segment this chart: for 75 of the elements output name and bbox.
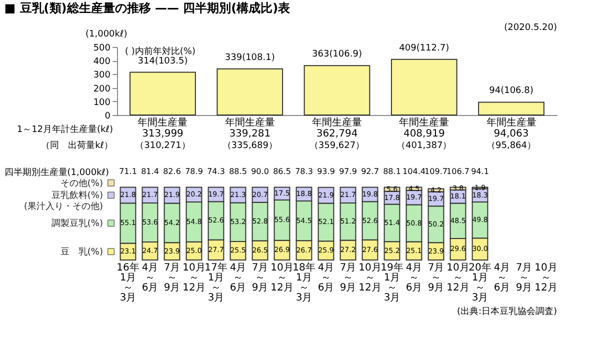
text: 78.3 bbox=[295, 167, 313, 176]
text: 106.7 bbox=[446, 167, 470, 176]
x-tick-label: 4月～6月 bbox=[318, 262, 334, 294]
bar bbox=[216, 68, 284, 116]
text: 93.9 bbox=[317, 167, 335, 176]
x-tick-label: 17年1月～3月 bbox=[204, 262, 228, 304]
data-label: 409(112.7) bbox=[399, 43, 450, 54]
x-tick-label: 7月～9月 bbox=[164, 262, 180, 294]
y-axis-title: (1,000kℓ) bbox=[86, 30, 128, 40]
text: 四半期別生産量(1,000kℓ) bbox=[4, 167, 109, 178]
text: 94.1 bbox=[471, 167, 489, 176]
bar bbox=[478, 102, 544, 116]
bar bbox=[130, 72, 196, 116]
x-tick-label: 7月～9月 bbox=[516, 262, 532, 294]
legend-label: 調製豆乳(%) bbox=[51, 218, 103, 230]
text: 109.7 bbox=[424, 167, 448, 176]
text: 97.9 bbox=[339, 167, 357, 176]
x-tick-label: 10月～12月 bbox=[358, 262, 382, 294]
legend-label: 豆 乳(%) bbox=[60, 246, 103, 258]
legend-label: その他(%) bbox=[60, 178, 103, 189]
annotation: ( )内前年対比(%) bbox=[125, 46, 196, 57]
x-tick-label: 10月～12月 bbox=[270, 262, 294, 294]
text: (出典:日本豆乳協会調査) bbox=[456, 306, 557, 317]
y-tick-label: 100 bbox=[93, 98, 111, 108]
x-tick-label: 20年1月～3月 bbox=[468, 262, 492, 304]
x-tick-label: 10月～12月 bbox=[534, 262, 558, 294]
text: 86.5 bbox=[273, 167, 291, 176]
text: 71.1 bbox=[119, 167, 137, 176]
chart-title: ■ 豆乳(類)総生産量の推移 —— 四半期別(構成比)表 bbox=[4, 1, 292, 15]
text: 88.1 bbox=[383, 167, 401, 176]
legend-label: 豆乳飲料(%) (果汁入り・その他) bbox=[24, 190, 103, 212]
x-tick-label: 19年1月～3月 bbox=[380, 262, 404, 304]
text: （335,689） bbox=[222, 141, 278, 151]
text: （同 出荷量kℓ） bbox=[41, 140, 113, 151]
text: （401,387） bbox=[396, 141, 452, 151]
y-tick-label: 200 bbox=[93, 84, 111, 94]
text: (2020.5.20) bbox=[504, 23, 557, 33]
x-tick-label: 4月～6月 bbox=[230, 262, 246, 294]
text: 82.6 bbox=[163, 167, 181, 176]
text: 1～12月年計生産量(kℓ) bbox=[16, 124, 113, 135]
x-tick-label: 4月～6月 bbox=[494, 262, 510, 294]
bar bbox=[304, 65, 370, 116]
text: 92.7 bbox=[361, 167, 379, 176]
text: （95,864） bbox=[486, 141, 536, 151]
x-tick-label: 4月～6月 bbox=[142, 262, 158, 294]
x-tick-label: 18年1月～3月 bbox=[292, 262, 316, 304]
data-label: 314(103.5) bbox=[138, 56, 188, 66]
text: 81.4 bbox=[141, 167, 159, 176]
text: 88.5 bbox=[229, 167, 247, 176]
data-label: 94(106.8) bbox=[489, 86, 534, 96]
x-tick-label: 年間生産量 339,281 bbox=[224, 116, 275, 140]
text: （359,627） bbox=[309, 141, 365, 151]
data-label: 363(106.9) bbox=[312, 50, 362, 60]
text: 90.0 bbox=[251, 167, 269, 176]
x-tick-label: 7月～9月 bbox=[428, 262, 444, 294]
text: （310,271） bbox=[135, 141, 190, 151]
x-tick-label: 10月～12月 bbox=[182, 262, 206, 294]
x-tick-label: 年間生産量 362,794 bbox=[312, 116, 362, 140]
x-tick-label: 4月～6月 bbox=[406, 262, 422, 294]
x-tick-label: 7月～9月 bbox=[252, 262, 268, 294]
text: 74.3 bbox=[207, 167, 225, 176]
data-label: 339(108.1) bbox=[224, 52, 275, 63]
x-tick-label: 7月～9月 bbox=[340, 262, 356, 294]
bar bbox=[390, 58, 458, 116]
x-tick-label: 年間生産量 94,063 bbox=[486, 116, 536, 140]
y-tick-label: 500 bbox=[93, 44, 111, 54]
text: 104.4 bbox=[402, 167, 426, 176]
x-tick-label: 年間生産量 408,919 bbox=[399, 116, 450, 140]
x-tick-label: 10月～12月 bbox=[446, 262, 470, 294]
x-tick-label: 16年1月～3月 bbox=[116, 262, 140, 304]
x-tick-label: 年間生産量 313,999 bbox=[138, 116, 188, 140]
y-tick-label: 400 bbox=[93, 57, 111, 68]
y-tick-label: 300 bbox=[93, 70, 111, 81]
y-tick-label: 0 bbox=[104, 112, 111, 122]
text: 78.9 bbox=[185, 167, 203, 176]
